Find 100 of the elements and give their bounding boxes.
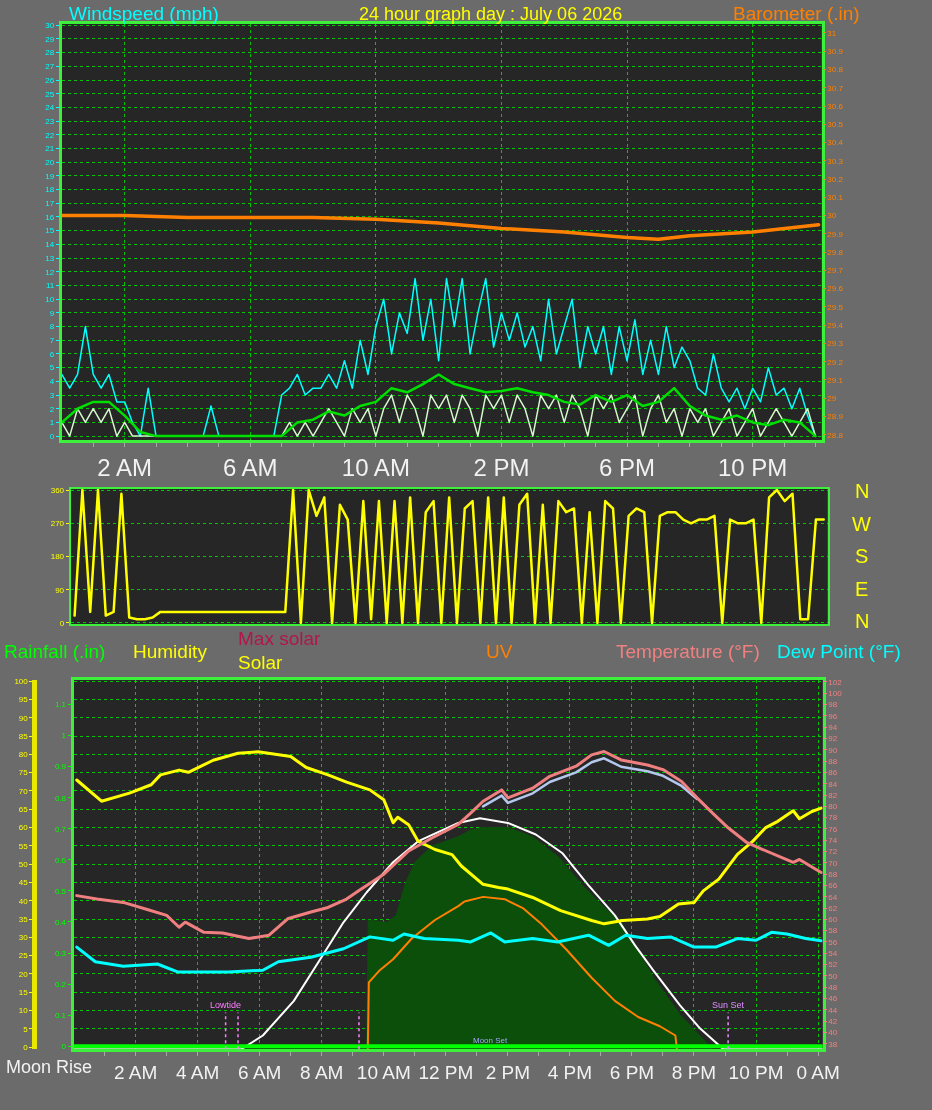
y2-tick-label: 30.1 bbox=[827, 193, 844, 203]
y2-tick-label: 29.6 bbox=[827, 284, 844, 294]
y-tick-label: 55 bbox=[18, 841, 29, 851]
y3-tick-label: 0.7 bbox=[54, 824, 67, 834]
y-tick-label: 95 bbox=[18, 695, 29, 705]
y2-tick-label: 78 bbox=[828, 813, 838, 823]
y2-tick-label: 40 bbox=[828, 1028, 838, 1038]
text: E bbox=[855, 578, 869, 600]
y-tick-label: 14 bbox=[45, 240, 55, 250]
x-tick-label: 6 AM bbox=[222, 454, 278, 482]
y-tick-label: 1 bbox=[49, 418, 55, 428]
y-tick-label: 22 bbox=[45, 130, 55, 140]
y-tick-label: 360 bbox=[50, 485, 65, 495]
y-tick-label: 9 bbox=[49, 308, 55, 318]
x-tick-label: 4 PM bbox=[547, 1062, 593, 1084]
y2-tick-label: 30.8 bbox=[827, 65, 844, 75]
x-tick-label: 0 AM bbox=[796, 1062, 840, 1084]
y-tick-label: 90 bbox=[18, 713, 29, 723]
y2-tick-label: 80 bbox=[828, 802, 838, 812]
y-tick-label: 8 bbox=[49, 322, 55, 332]
y-tick-label: 28 bbox=[45, 48, 55, 58]
text: UV bbox=[486, 641, 513, 662]
y2-tick-label: 46 bbox=[828, 994, 838, 1004]
y-tick-label: 3 bbox=[49, 390, 55, 400]
y-tick-label: 18 bbox=[45, 185, 55, 195]
x-tick-label: 6 AM bbox=[238, 1062, 282, 1084]
y-tick-label: 27 bbox=[45, 62, 55, 72]
x-tick-label: 4 AM bbox=[176, 1062, 220, 1084]
y-tick-label: 17 bbox=[45, 199, 55, 209]
y-tick-label: 75 bbox=[18, 768, 29, 778]
y2-tick-label: 29 bbox=[827, 394, 837, 404]
y2-tick-label: 90 bbox=[828, 745, 838, 755]
y-tick-label: 4 bbox=[49, 377, 55, 387]
y2-tick-label: 66 bbox=[828, 881, 838, 891]
line-series bbox=[61, 277, 817, 437]
y3-tick-label: 0.4 bbox=[54, 917, 67, 927]
text: Dew Point (°F) bbox=[777, 641, 901, 662]
y2-tick-label: 28.8 bbox=[827, 430, 844, 440]
y2-tick-label: 29.5 bbox=[827, 302, 844, 312]
y-tick-label: 21 bbox=[45, 144, 55, 154]
y-tick-label: 60 bbox=[18, 823, 29, 833]
y2-tick-label: 64 bbox=[828, 892, 838, 902]
y2-tick-label: 62 bbox=[828, 903, 838, 913]
y2-tick-label: 86 bbox=[828, 768, 838, 778]
y-tick-label: 24 bbox=[45, 103, 55, 113]
y-tick-label: 16 bbox=[45, 212, 55, 222]
y-tick-label: 85 bbox=[18, 731, 29, 741]
y-tick-label: 0 bbox=[23, 1042, 29, 1052]
line-series bbox=[75, 930, 823, 974]
y2-tick-label: 102 bbox=[828, 677, 843, 687]
y-tick-label: 30 bbox=[45, 21, 55, 31]
annotation: Moon Set bbox=[473, 1036, 509, 1045]
x-tick-label: 10 AM bbox=[356, 1062, 411, 1084]
y2-tick-label: 56 bbox=[828, 937, 838, 947]
y-tick-label: 20 bbox=[18, 969, 29, 979]
y-tick-label: 10 bbox=[45, 294, 55, 304]
y2-tick-label: 30 bbox=[827, 211, 837, 221]
x-tick-label: 8 AM bbox=[300, 1062, 344, 1084]
y2-tick-label: 29.4 bbox=[827, 320, 844, 330]
text: S bbox=[855, 545, 869, 567]
y2-tick-label: 52 bbox=[828, 960, 838, 970]
y2-tick-label: 30.9 bbox=[827, 47, 844, 57]
y2-tick-label: 30.2 bbox=[827, 174, 844, 184]
y-tick-label: 30 bbox=[18, 933, 29, 943]
y-tick-label: 40 bbox=[18, 896, 29, 906]
y2-tick-label: 94 bbox=[828, 722, 838, 732]
y3-tick-label: 0.3 bbox=[54, 948, 67, 958]
y-tick-label: 12 bbox=[45, 267, 55, 277]
y-tick-label: 2 bbox=[49, 404, 55, 414]
y2-tick-label: 54 bbox=[828, 949, 838, 959]
line-series bbox=[61, 213, 821, 242]
y2-tick-label: 82 bbox=[828, 790, 838, 800]
y2-axis-title: Barometer (.in) bbox=[733, 3, 860, 24]
y2-tick-label: 29.3 bbox=[827, 339, 844, 349]
chart-title: 24 hour graph day : July 06 2026 bbox=[359, 4, 623, 24]
x-tick-label: 10 PM bbox=[728, 1062, 784, 1084]
y2-tick-label: 98 bbox=[828, 700, 838, 710]
y2-tick-label: 30.7 bbox=[827, 83, 844, 93]
y-tick-label: 25 bbox=[18, 951, 29, 961]
y-tick-label: 180 bbox=[50, 552, 65, 562]
y-tick-label: 270 bbox=[50, 519, 65, 529]
y2-tick-label: 70 bbox=[828, 858, 838, 868]
y2-tick-label: 29.8 bbox=[827, 247, 844, 257]
y2-tick-label: 30.5 bbox=[827, 120, 844, 130]
y2-tick-label: 38 bbox=[828, 1039, 838, 1049]
y-tick-label: 65 bbox=[18, 805, 29, 815]
y2-tick-label: 29.2 bbox=[827, 357, 844, 367]
y3-tick-label: 0.1 bbox=[54, 1010, 67, 1020]
y2-tick-label: 29.1 bbox=[827, 375, 844, 385]
x-tick-label: 12 PM bbox=[418, 1062, 474, 1084]
y-tick-label: 11 bbox=[45, 281, 55, 291]
y3-tick-label: 0.8 bbox=[54, 793, 67, 803]
y3-tick-label: 0.6 bbox=[54, 855, 67, 865]
y2-tick-label: 29.9 bbox=[827, 229, 844, 239]
y2-tick-label: 48 bbox=[828, 982, 838, 992]
x-tick-label: 6 PM bbox=[599, 454, 656, 482]
y3-tick-label: 1.1 bbox=[54, 700, 67, 710]
y-tick-label: 23 bbox=[45, 116, 55, 126]
ref-line-label: Lowtide bbox=[210, 1000, 242, 1010]
y-tick-label: 26 bbox=[45, 75, 55, 85]
